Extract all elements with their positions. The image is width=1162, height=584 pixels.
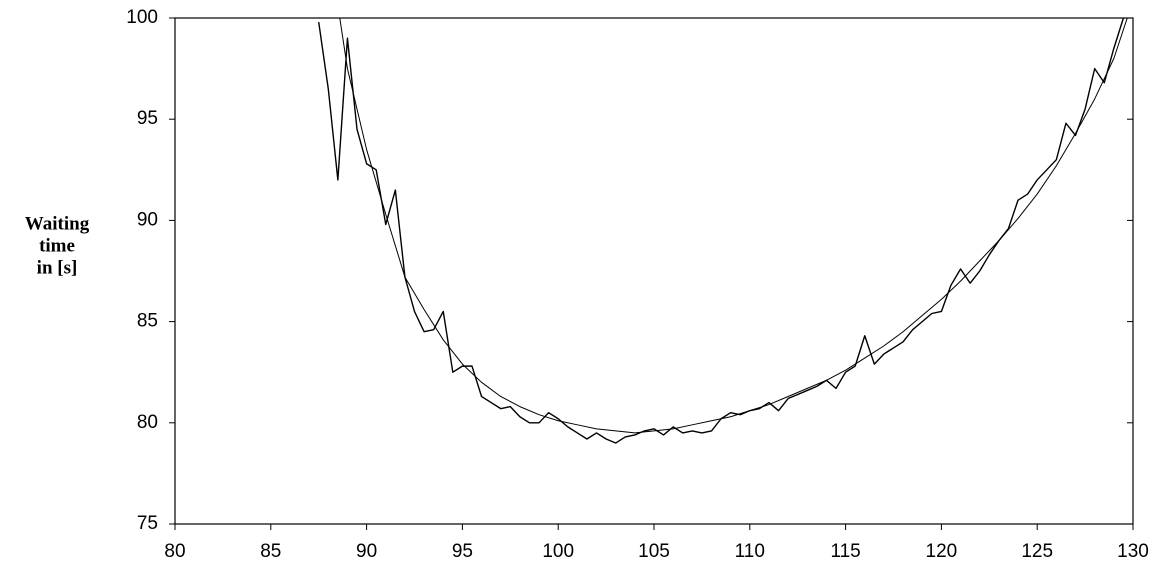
y-tick-label: 95 bbox=[137, 108, 158, 129]
x-tick-label: 130 bbox=[1117, 541, 1149, 562]
x-tick-label: 85 bbox=[260, 541, 281, 562]
y-tick-label: 85 bbox=[137, 311, 158, 332]
x-tick-label: 120 bbox=[926, 541, 958, 562]
x-tick-label: 125 bbox=[1021, 541, 1053, 562]
x-tick-label: 100 bbox=[542, 541, 574, 562]
y-tick-label: 75 bbox=[137, 513, 158, 534]
x-tick-label: 80 bbox=[164, 541, 185, 562]
plot-frame bbox=[174, 17, 1134, 525]
y-tick-label: 80 bbox=[137, 412, 158, 433]
y-axis-label: in [s] bbox=[37, 257, 78, 278]
y-tick-label: 100 bbox=[126, 7, 158, 28]
x-tick-label: 110 bbox=[735, 541, 765, 562]
y-axis-label: time bbox=[39, 235, 75, 256]
x-tick-label: 115 bbox=[830, 541, 860, 562]
series-line bbox=[318, 18, 1125, 444]
x-tick-label: 105 bbox=[638, 541, 670, 562]
y-tick-label: 90 bbox=[137, 209, 158, 230]
y-axis-label: Waiting bbox=[25, 213, 90, 234]
x-tick-label: 95 bbox=[452, 541, 473, 562]
x-tick-label: 90 bbox=[356, 541, 377, 562]
series-line bbox=[339, 18, 1128, 434]
